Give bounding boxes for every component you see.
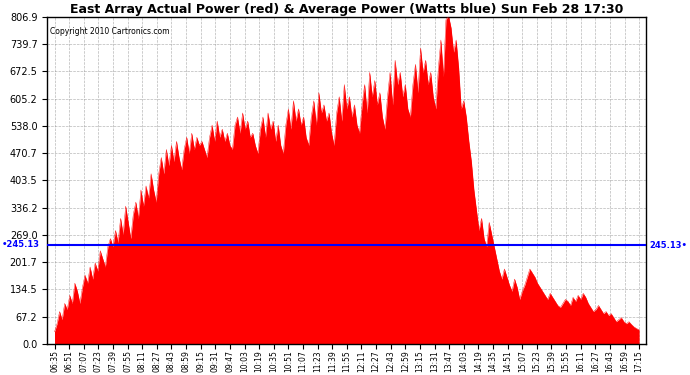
Text: Copyright 2010 Cartronics.com: Copyright 2010 Cartronics.com [50,27,170,36]
Title: East Array Actual Power (red) & Average Power (Watts blue) Sun Feb 28 17:30: East Array Actual Power (red) & Average … [70,3,624,16]
Text: •245.13: •245.13 [2,240,40,249]
